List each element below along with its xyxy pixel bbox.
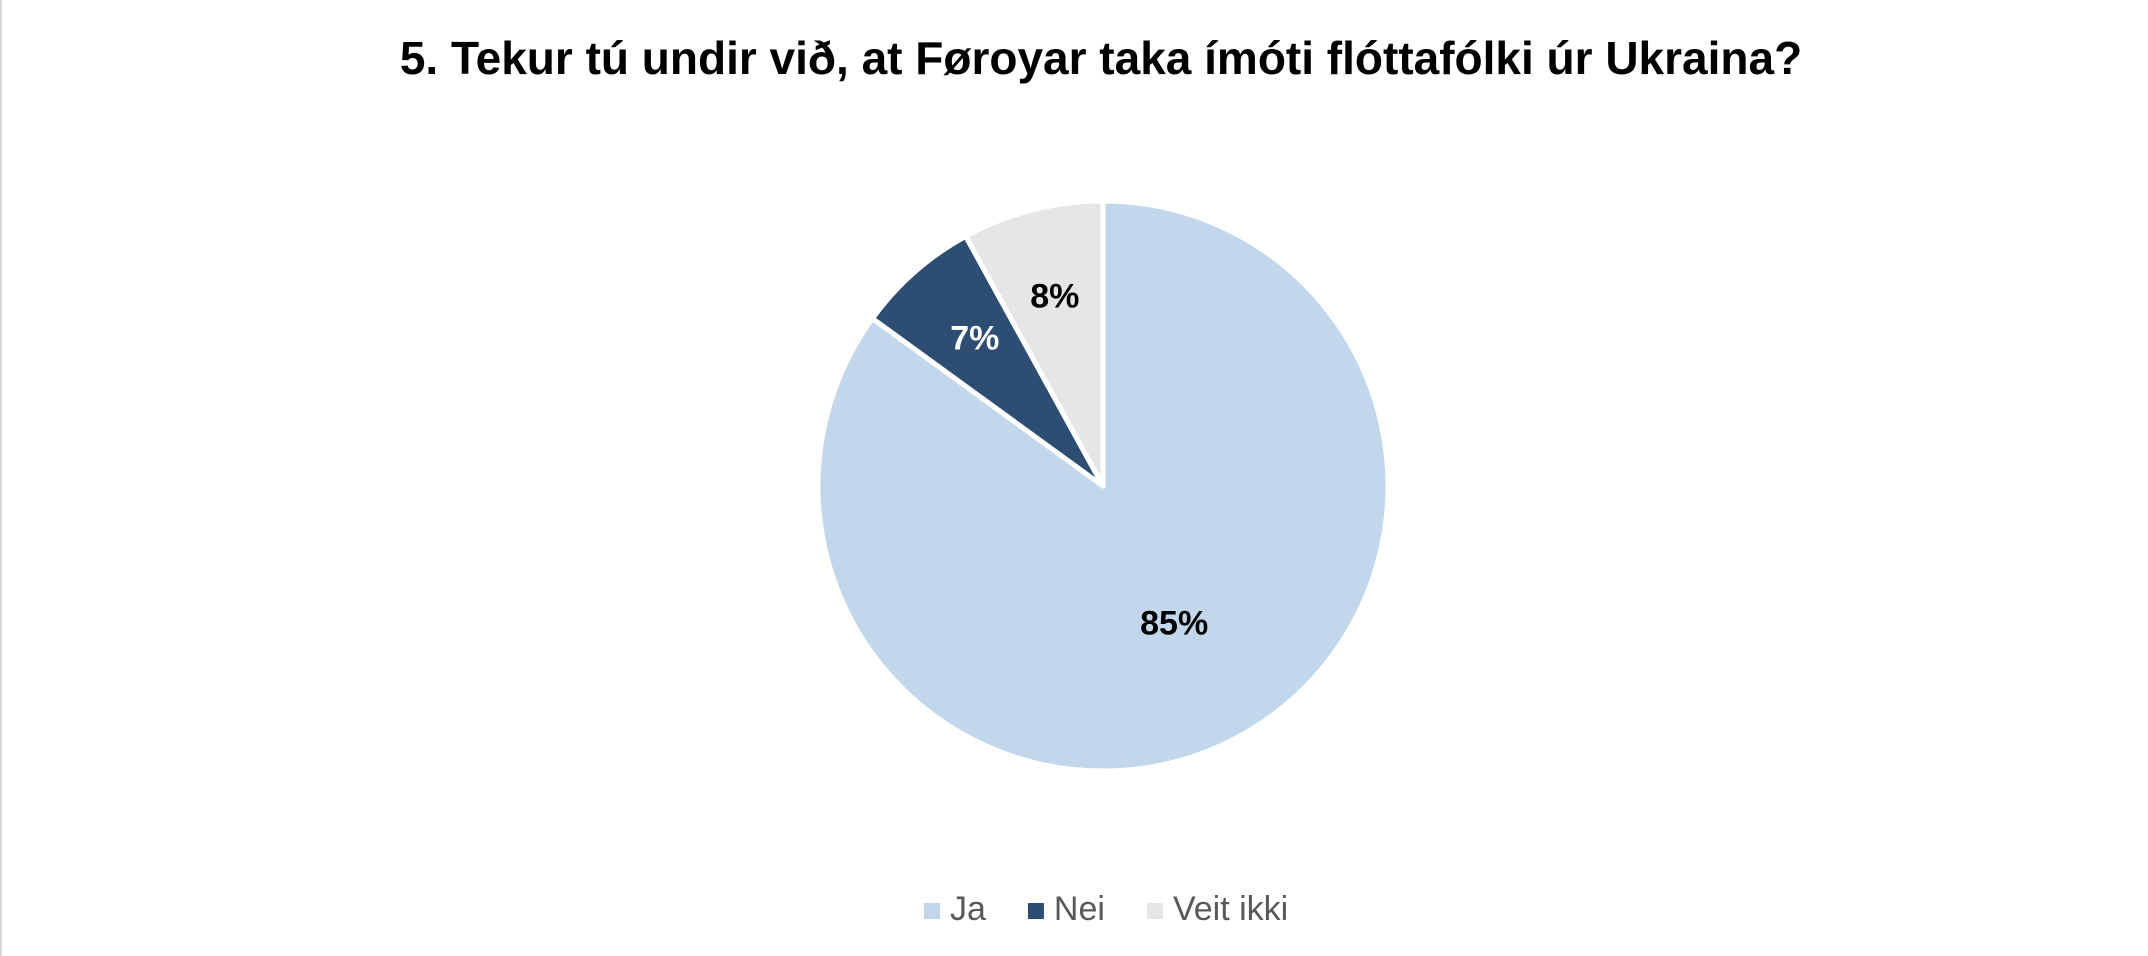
legend-label: Nei <box>1054 890 1105 928</box>
legend-swatch <box>924 903 940 919</box>
legend-label: Veit ikki <box>1173 890 1288 928</box>
chart-title: 5. Tekur tú undir við, at Føroyar taka í… <box>400 32 1802 84</box>
legend-swatch <box>1027 903 1044 919</box>
pie-slice <box>963 198 1106 489</box>
legend-label: Ja <box>950 890 986 928</box>
data-label: 7% <box>950 320 999 358</box>
data-label: 8% <box>1030 277 1079 315</box>
legend-swatch <box>1146 903 1163 919</box>
data-label: 85% <box>1140 605 1208 643</box>
